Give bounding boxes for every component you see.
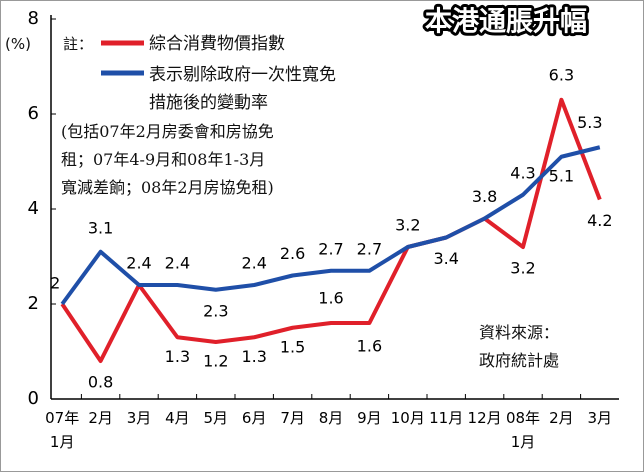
value-label: 2.7 <box>318 239 343 258</box>
value-label: 2.7 <box>357 239 382 258</box>
value-label: 3.2 <box>510 259 535 278</box>
value-label: 1.3 <box>241 347 266 366</box>
value-label: 2 <box>50 274 60 293</box>
x-tick-label: 2月 <box>88 409 113 427</box>
x-tick-label: 12月 <box>467 409 502 427</box>
note-label: 註： <box>63 35 94 53</box>
source: 資料來源： 政府統計處 <box>479 323 560 370</box>
value-label: 2.4 <box>241 254 266 273</box>
y-tick-label: 6 <box>28 103 39 124</box>
value-label: 3.8 <box>472 187 497 206</box>
series-line <box>60 97 602 363</box>
legend-label: 表示剔除政府一次性寬免 措施後的變動率 <box>149 65 336 113</box>
legend-label: 綜合消費物價指數 <box>149 34 285 54</box>
value-label: 2.4 <box>165 254 190 273</box>
y-tick-label: 2 <box>28 293 39 314</box>
value-label: 1.5 <box>280 337 305 356</box>
x-tick-label: 7月 <box>280 409 305 427</box>
x-tick-label: 9月 <box>357 409 382 427</box>
value-label: 1.2 <box>203 352 228 371</box>
x-tick-label: 8月 <box>318 409 344 427</box>
footnote: (包括07年2月房委會和房協免 租；07年4-9月和08年1-3月 寬減差餉；0… <box>61 122 274 197</box>
value-label: 4.3 <box>510 163 535 182</box>
y-tick-label: 4 <box>28 198 39 219</box>
x-tick-label: 2月 <box>549 409 574 427</box>
x-tick-label: 3月 <box>587 409 613 427</box>
chart-title: 本港通脹升幅 <box>425 7 587 38</box>
y-axis-label: (%) <box>5 35 31 53</box>
value-label: 0.8 <box>88 373 113 392</box>
value-label: 3.1 <box>88 218 113 237</box>
x-tick-label: 4月 <box>165 409 190 427</box>
x-tick-label: 6月 <box>241 409 267 427</box>
y-tick-label: 0 <box>28 388 39 409</box>
value-label: 2.6 <box>280 244 305 263</box>
value-label: 2.3 <box>203 301 228 320</box>
y-tick-label: 8 <box>28 8 39 29</box>
value-label: 1.6 <box>357 337 382 356</box>
x-tick-label: 08年 1月 <box>505 409 541 451</box>
value-label: 4.2 <box>587 211 612 230</box>
x-tick-label: 10月 <box>390 409 425 427</box>
value-label: 3.4 <box>433 249 458 268</box>
x-tick-label: 5月 <box>203 409 229 427</box>
value-label: 2.4 <box>126 254 151 273</box>
value-label: 3.2 <box>395 216 420 235</box>
x-tick-label: 11月 <box>429 409 464 427</box>
x-tick-label: 3月 <box>126 409 152 427</box>
value-label: 6.3 <box>549 65 574 84</box>
value-label: 5.3 <box>577 113 602 132</box>
value-label: 1.6 <box>318 289 343 308</box>
value-label: 5.1 <box>549 166 574 185</box>
x-tick-label: 07年 1月 <box>45 409 80 451</box>
series-line <box>60 145 601 306</box>
value-label: 1.3 <box>165 347 190 366</box>
